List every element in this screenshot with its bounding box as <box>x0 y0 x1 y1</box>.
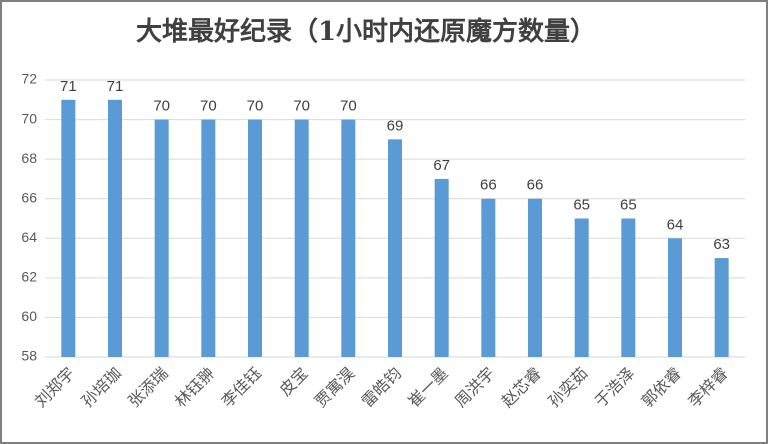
bar <box>108 99 122 358</box>
y-tick-label: 60 <box>21 308 37 324</box>
value-label: 63 <box>713 236 730 253</box>
value-label: 66 <box>527 177 544 194</box>
value-label: 65 <box>620 196 637 213</box>
y-tick-label: 62 <box>21 269 37 285</box>
value-label: 71 <box>107 78 124 95</box>
y-tick-label: 64 <box>21 229 37 245</box>
value-label: 70 <box>293 98 310 115</box>
bar <box>434 178 449 357</box>
bar <box>388 139 402 357</box>
bar <box>668 238 682 357</box>
y-tick-label: 68 <box>21 150 37 166</box>
value-label: 70 <box>153 98 170 115</box>
bar <box>621 218 636 357</box>
value-label: 69 <box>387 117 404 134</box>
y-tick-label: 66 <box>21 189 37 205</box>
bar <box>528 198 542 357</box>
bar <box>61 99 76 358</box>
value-label: 70 <box>200 98 217 115</box>
value-label: 67 <box>433 157 450 174</box>
value-label: 70 <box>340 98 357 115</box>
value-label: 65 <box>573 196 590 213</box>
bar <box>154 119 169 357</box>
value-label: 70 <box>247 98 264 115</box>
chart-title: 大堆最好纪录（1小时内还原魔方数量） <box>136 16 596 47</box>
value-label: 66 <box>480 177 497 194</box>
y-tick-label: 70 <box>21 110 37 126</box>
bar <box>481 198 496 357</box>
value-label: 71 <box>60 78 77 95</box>
bar <box>201 119 216 357</box>
bar <box>341 119 356 357</box>
bar <box>294 119 309 357</box>
value-label: 64 <box>667 216 684 233</box>
bar <box>248 119 262 357</box>
bar <box>574 218 589 357</box>
y-tick-label: 72 <box>21 71 37 87</box>
y-tick-label: 58 <box>21 348 37 364</box>
bar <box>714 258 729 357</box>
